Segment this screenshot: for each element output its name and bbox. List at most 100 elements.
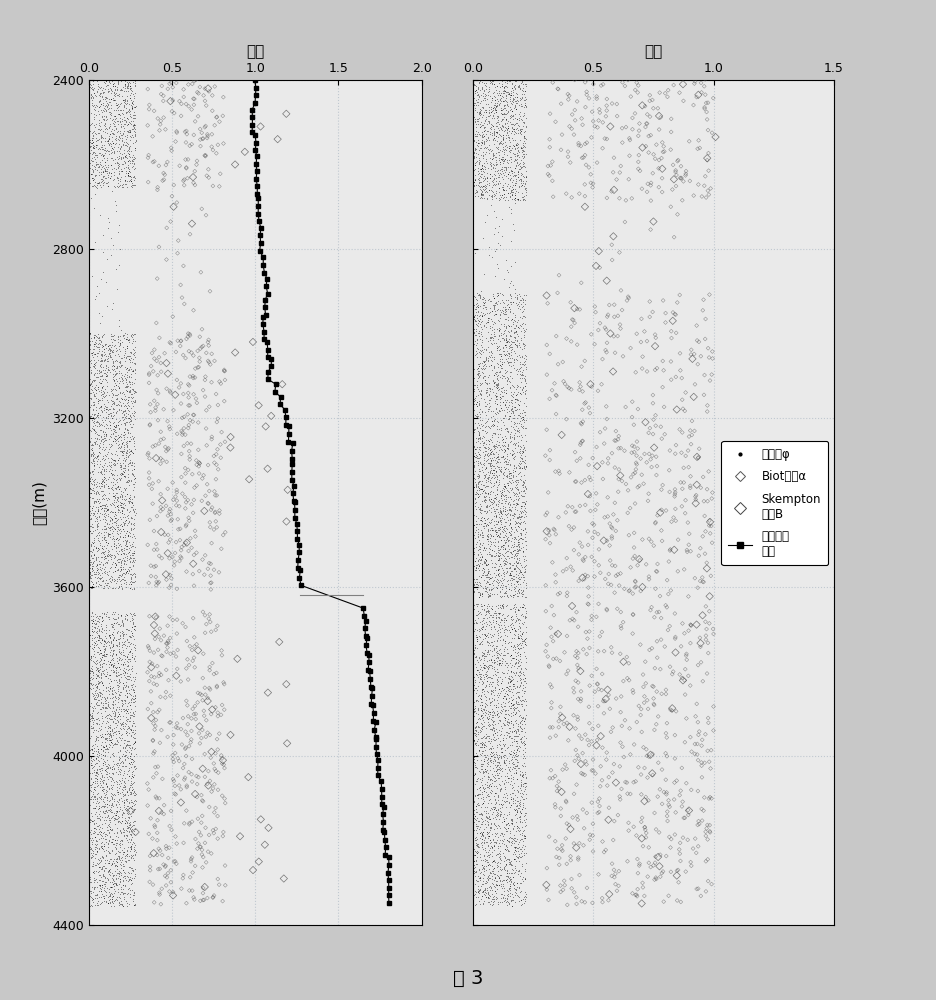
Point — [505, 621, 519, 637]
Point — [607, 813, 622, 829]
Point — [112, 494, 127, 510]
Point — [472, 404, 487, 420]
Point — [113, 541, 128, 557]
Point — [115, 126, 130, 142]
Point — [111, 803, 126, 819]
Point — [509, 820, 524, 836]
Point — [101, 757, 116, 773]
Point — [119, 129, 134, 145]
Point — [95, 638, 110, 654]
Point — [176, 835, 191, 851]
Point — [91, 745, 106, 761]
Point — [473, 283, 488, 299]
Point — [487, 79, 502, 95]
Point — [490, 605, 505, 621]
Point — [91, 499, 106, 515]
Point — [91, 831, 106, 847]
Point — [486, 559, 501, 575]
Point — [508, 545, 523, 561]
Point — [518, 359, 533, 375]
Point — [94, 663, 109, 679]
Point — [125, 688, 140, 704]
Point — [100, 402, 115, 418]
Point — [495, 181, 510, 197]
Point — [620, 289, 635, 305]
Point — [495, 127, 510, 143]
Point — [91, 632, 106, 648]
Point — [105, 791, 120, 807]
Point — [105, 745, 120, 761]
Point — [84, 710, 99, 726]
Point — [516, 569, 531, 585]
Point — [100, 501, 115, 517]
Point — [512, 456, 527, 472]
Point — [510, 567, 525, 583]
Point — [95, 473, 110, 489]
Point — [503, 273, 518, 289]
Point — [117, 527, 132, 543]
Point — [93, 761, 108, 777]
Point — [88, 670, 103, 686]
Point — [92, 159, 107, 175]
Point — [504, 519, 519, 535]
Point — [606, 228, 621, 244]
Point — [612, 735, 627, 751]
Point — [517, 521, 532, 537]
Point — [89, 833, 104, 849]
Point — [112, 628, 127, 644]
Point — [507, 864, 522, 880]
Point — [471, 821, 486, 837]
Point — [123, 886, 138, 902]
Point — [474, 161, 489, 177]
Point — [468, 559, 483, 575]
Point — [480, 733, 495, 749]
Point — [119, 784, 134, 800]
Point — [489, 78, 504, 94]
Point — [119, 724, 134, 740]
Point — [186, 386, 201, 402]
Point — [621, 171, 636, 187]
Point — [124, 576, 139, 592]
Point — [506, 599, 521, 615]
Point — [488, 405, 503, 421]
Point — [490, 600, 505, 616]
Point — [101, 780, 116, 796]
Point — [127, 642, 142, 658]
Point — [97, 161, 112, 177]
Point — [99, 786, 114, 802]
Point — [516, 733, 531, 749]
Point — [148, 609, 163, 625]
Point — [110, 650, 124, 666]
Point — [504, 323, 519, 339]
Point — [548, 328, 563, 344]
Point — [472, 771, 487, 787]
Point — [475, 739, 490, 755]
Point — [121, 561, 136, 577]
Point — [124, 143, 139, 159]
Point — [516, 728, 531, 744]
Point — [106, 812, 121, 828]
Point — [479, 452, 494, 468]
Point — [119, 523, 134, 539]
Point — [93, 464, 108, 480]
Point — [95, 308, 110, 324]
Point — [481, 832, 496, 848]
Point — [504, 103, 519, 119]
Point — [518, 478, 533, 494]
Point — [493, 825, 508, 841]
Point — [95, 713, 110, 729]
Point — [121, 634, 136, 650]
Point — [469, 849, 484, 865]
Point — [87, 547, 102, 563]
Point — [108, 481, 123, 497]
Point — [490, 562, 505, 578]
Point — [503, 364, 518, 380]
Point — [507, 95, 522, 111]
Point — [487, 883, 502, 899]
Point — [507, 612, 522, 628]
Point — [513, 172, 528, 188]
Point — [515, 444, 530, 460]
Point — [496, 479, 511, 495]
Point — [481, 498, 496, 514]
Point — [512, 739, 527, 755]
